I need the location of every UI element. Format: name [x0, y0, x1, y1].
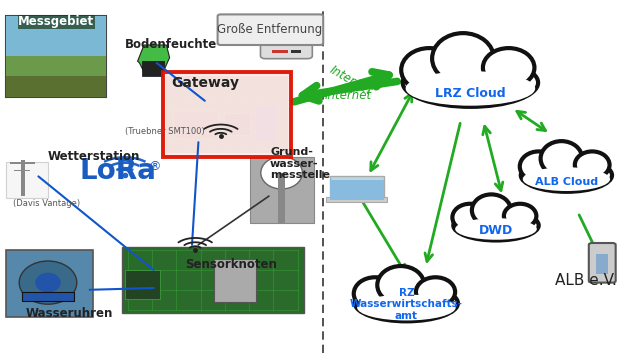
- Ellipse shape: [452, 204, 488, 231]
- Ellipse shape: [575, 152, 609, 178]
- Text: Grund-
wasser-
messtelle: Grund- wasser- messtelle: [270, 147, 330, 180]
- Bar: [224, 113, 250, 135]
- Bar: [596, 254, 608, 274]
- Ellipse shape: [453, 210, 539, 240]
- FancyBboxPatch shape: [122, 247, 304, 313]
- Ellipse shape: [401, 48, 457, 92]
- Bar: [21, 160, 25, 196]
- Text: Internet: Internet: [328, 64, 375, 98]
- Text: (Davis Vantage): (Davis Vantage): [13, 199, 80, 208]
- Ellipse shape: [472, 194, 511, 226]
- Bar: [326, 197, 387, 202]
- Bar: [10, 162, 35, 164]
- FancyBboxPatch shape: [330, 176, 384, 200]
- Text: LoRa: LoRa: [80, 157, 157, 185]
- FancyBboxPatch shape: [218, 14, 323, 45]
- Text: Wasseruhren: Wasseruhren: [26, 307, 113, 320]
- Polygon shape: [138, 45, 170, 76]
- FancyBboxPatch shape: [250, 157, 314, 223]
- Ellipse shape: [403, 58, 538, 107]
- Ellipse shape: [378, 266, 424, 304]
- FancyBboxPatch shape: [6, 16, 106, 97]
- Ellipse shape: [521, 158, 612, 192]
- Bar: [22, 292, 74, 301]
- Text: (Truebner SMT100): (Truebner SMT100): [125, 127, 205, 136]
- Bar: [6, 16, 106, 56]
- Bar: [142, 61, 164, 76]
- Ellipse shape: [35, 273, 61, 292]
- Text: RZ
Wasserwirtschafts-
amt: RZ Wasserwirtschafts- amt: [350, 288, 463, 321]
- Ellipse shape: [541, 141, 582, 176]
- FancyBboxPatch shape: [589, 243, 616, 283]
- FancyBboxPatch shape: [260, 30, 312, 59]
- Ellipse shape: [416, 277, 455, 307]
- Bar: [173, 110, 218, 139]
- Ellipse shape: [357, 294, 456, 320]
- Ellipse shape: [261, 157, 303, 189]
- Bar: [6, 56, 106, 97]
- Bar: [278, 173, 285, 223]
- Ellipse shape: [455, 218, 537, 240]
- Text: Bodenfeuchte: Bodenfeuchte: [125, 39, 217, 51]
- Text: Gateway: Gateway: [172, 76, 239, 90]
- Bar: [272, 50, 288, 53]
- Bar: [256, 106, 275, 142]
- FancyBboxPatch shape: [6, 162, 48, 198]
- Text: ALB Cloud: ALB Cloud: [535, 177, 598, 187]
- Text: Große Entfernung: Große Entfernung: [218, 23, 323, 36]
- Bar: [214, 259, 256, 302]
- Text: Wetterstation: Wetterstation: [48, 150, 140, 163]
- Ellipse shape: [483, 48, 534, 87]
- Ellipse shape: [520, 152, 557, 181]
- Bar: [125, 270, 160, 299]
- Text: DWD: DWD: [479, 224, 513, 237]
- Bar: [6, 76, 106, 97]
- Ellipse shape: [355, 285, 458, 321]
- Ellipse shape: [19, 261, 77, 304]
- Ellipse shape: [504, 204, 536, 228]
- Bar: [330, 180, 384, 200]
- Bar: [14, 170, 30, 171]
- FancyBboxPatch shape: [163, 72, 291, 157]
- Text: Internet: Internet: [325, 89, 372, 102]
- Ellipse shape: [354, 277, 396, 310]
- FancyBboxPatch shape: [166, 76, 288, 153]
- Text: LRZ Cloud: LRZ Cloud: [435, 87, 506, 100]
- Text: Sensorknoten: Sensorknoten: [186, 258, 278, 271]
- Ellipse shape: [523, 167, 610, 191]
- Text: ALB e.V.: ALB e.V.: [555, 273, 616, 288]
- Text: ®: ®: [148, 160, 161, 173]
- FancyBboxPatch shape: [6, 250, 93, 317]
- Bar: [291, 50, 301, 53]
- Ellipse shape: [432, 33, 494, 84]
- Ellipse shape: [406, 71, 535, 106]
- Text: Messgebiet: Messgebiet: [19, 15, 94, 28]
